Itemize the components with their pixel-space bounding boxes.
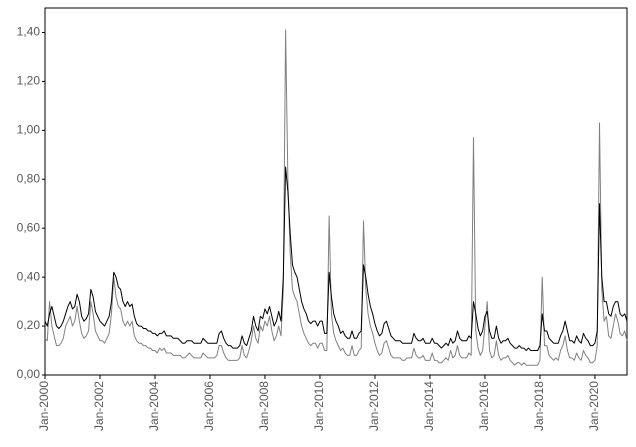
- y-tick-label: 0,60: [17, 220, 41, 234]
- y-tick-label: 1,40: [17, 25, 41, 39]
- series-line: [44, 29, 628, 366]
- x-tick-label: Jan-2006: [202, 381, 216, 431]
- x-tick-label: Jan-2010: [312, 381, 326, 431]
- x-tick-label: Jan-2000: [37, 381, 51, 431]
- y-tick-label: 0,00: [17, 367, 41, 381]
- plot-frame: [44, 7, 628, 376]
- x-tick-label: Jan-2008: [257, 381, 271, 431]
- x-tick-label: Jan-2012: [367, 381, 381, 431]
- x-tick-label: Jan-2002: [92, 381, 106, 431]
- y-tick-label: 1,00: [17, 123, 41, 137]
- y-tick-label: 0,80: [17, 171, 41, 185]
- y-tick-label: 0,20: [17, 318, 41, 332]
- y-tick-label: 1,20: [17, 74, 41, 88]
- x-tick-label: Jan-2016: [477, 381, 491, 431]
- x-tick-label: Jan-2004: [147, 381, 161, 431]
- x-tick-label: Jan-2014: [422, 381, 436, 431]
- series-line: [44, 166, 628, 352]
- x-tick-label: Jan-2018: [532, 381, 546, 431]
- y-tick-label: 0,40: [17, 269, 41, 283]
- x-tick-label: Jan-2020: [587, 381, 601, 431]
